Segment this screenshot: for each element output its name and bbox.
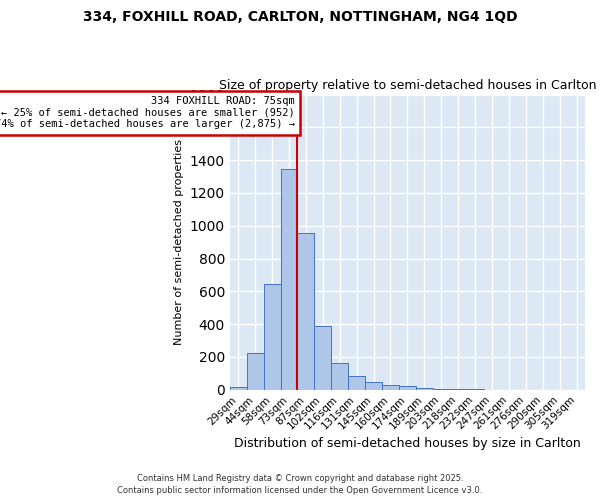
Bar (416, 388, 433, 390)
Bar (263, 284, 281, 390)
Bar (433, 389, 449, 390)
Bar (399, 386, 416, 390)
Bar (230, 388, 247, 390)
Bar (331, 362, 348, 390)
X-axis label: Distribution of semi-detached houses by size in Carlton: Distribution of semi-detached houses by … (234, 437, 581, 450)
Title: Size of property relative to semi-detached houses in Carlton: Size of property relative to semi-detach… (218, 79, 596, 92)
Bar (314, 326, 331, 390)
Bar (365, 382, 382, 390)
Text: 334 FOXHILL ROAD: 75sqm
← 25% of semi-detached houses are smaller (952)
74% of s: 334 FOXHILL ROAD: 75sqm ← 25% of semi-de… (0, 96, 295, 130)
Text: Contains HM Land Registry data © Crown copyright and database right 2025.
Contai: Contains HM Land Registry data © Crown c… (118, 474, 482, 495)
Text: 334, FOXHILL ROAD, CARLTON, NOTTINGHAM, NG4 1QD: 334, FOXHILL ROAD, CARLTON, NOTTINGHAM, … (83, 10, 517, 24)
Bar (298, 233, 314, 390)
Bar (247, 353, 263, 390)
Bar (348, 376, 365, 390)
Bar (281, 169, 298, 390)
Bar (382, 385, 399, 390)
Y-axis label: Number of semi-detached properties: Number of semi-detached properties (174, 139, 184, 345)
